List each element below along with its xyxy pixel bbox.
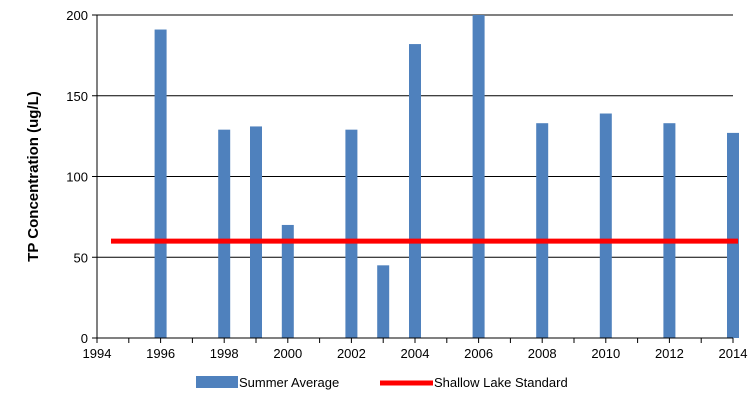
bar-2006 [472,15,485,338]
legend-label-shallow-lake-standard: Shallow Lake Standard [434,375,568,390]
y-tick-label: 50 [74,250,88,265]
x-tick-label: 1998 [210,346,239,361]
legend: Summer Average Shallow Lake Standard [196,375,568,390]
bar-1999 [250,126,262,338]
x-tick-label: 2006 [464,346,493,361]
x-tick-label: 2012 [655,346,684,361]
bar-1998 [218,129,231,338]
y-tick-label: 150 [66,89,88,104]
x-axis-tick-labels: 1994 1996 1998 2000 2002 2004 2006 2008 2010 2012… [83,346,748,361]
y-axis-tick-labels: 0 50 100 150 200 [66,8,88,346]
legend-label-summer-average: Summer Average [239,375,339,390]
x-tick-label: 2014 [719,346,748,361]
y-tick-label: 200 [66,8,88,23]
bar-2003 [377,265,390,338]
y-tick-label: 100 [66,170,88,185]
bar-2012 [663,123,676,338]
x-tick-label: 2008 [528,346,557,361]
bar-2014 [727,132,739,338]
x-tick-label: 1996 [146,346,175,361]
x-tick-label: 2000 [273,346,302,361]
bar-2010 [599,113,612,338]
bar-series-summer-average [154,15,739,338]
x-tick-label: 2010 [591,346,620,361]
y-axis-title: TP Concentration (ug/L) [25,91,42,262]
bar-2002 [345,129,358,338]
y-tick-label: 0 [81,331,88,346]
x-tick-label: 2002 [337,346,366,361]
bar-2000 [281,224,294,338]
legend-swatch-summer-average [196,376,238,388]
bar-2008 [536,123,549,338]
axes [92,14,734,343]
x-tick-label: 2004 [401,346,430,361]
x-tick-label: 1994 [83,346,112,361]
bar-1996 [154,29,167,338]
bar-2004 [409,44,421,338]
